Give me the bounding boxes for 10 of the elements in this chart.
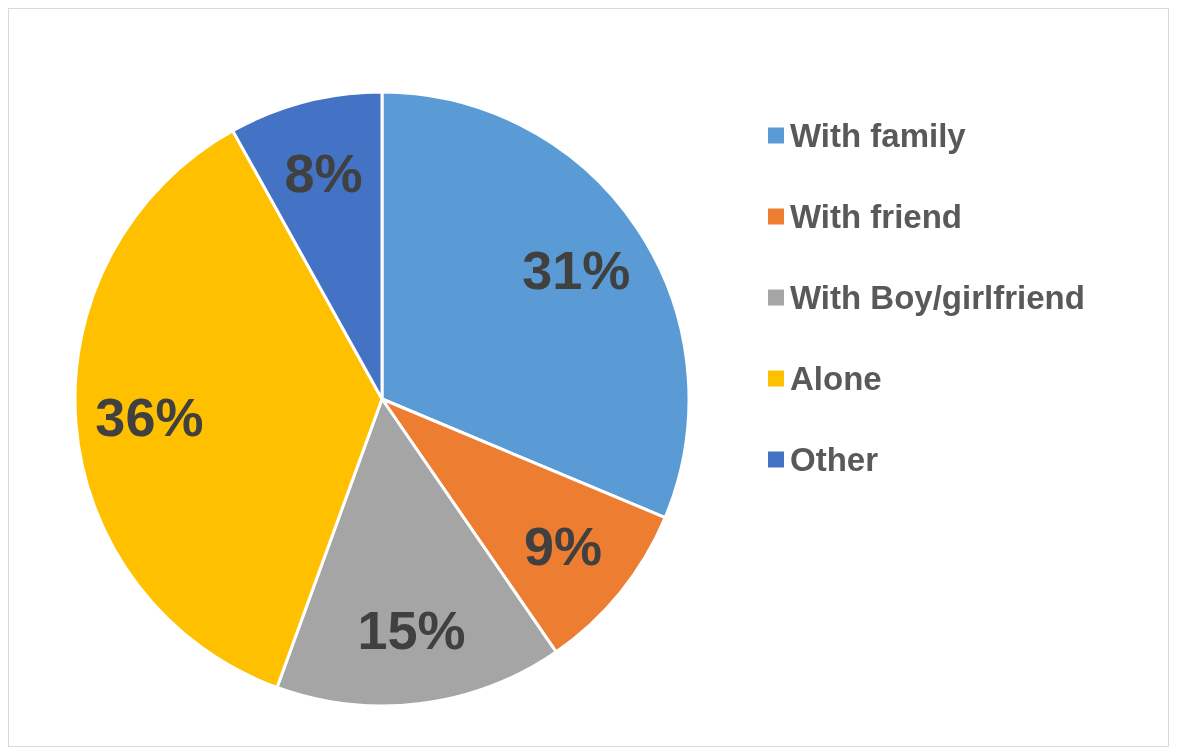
- legend-label: With friend: [790, 198, 963, 235]
- legend-label: With family: [790, 117, 967, 154]
- legend-label: Alone: [790, 360, 882, 397]
- data-label: 9%: [524, 516, 603, 577]
- data-label: 31%: [522, 239, 631, 300]
- data-label: 15%: [357, 600, 466, 661]
- data-label: 36%: [95, 387, 204, 448]
- legend-label: Other: [790, 441, 879, 478]
- legend-label: With Boy/girlfriend: [790, 279, 1085, 316]
- data-label: 8%: [284, 143, 363, 204]
